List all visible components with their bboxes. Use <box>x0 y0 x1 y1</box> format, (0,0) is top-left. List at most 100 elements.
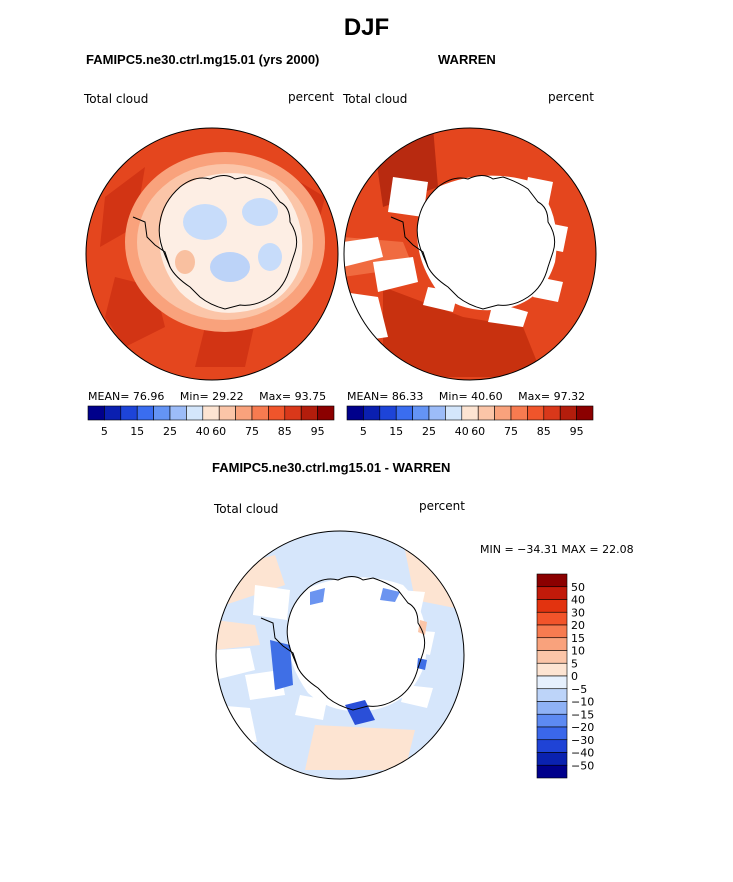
colorbar-swatch <box>536 611 568 626</box>
colorbar-label: 50 <box>571 581 585 594</box>
negative-patch <box>310 588 325 605</box>
negative-patch <box>270 640 293 690</box>
colorbar-swatch <box>346 405 364 421</box>
colorbar-swatch <box>510 405 528 421</box>
colorbar-swatch <box>268 405 286 421</box>
left-map <box>85 127 339 381</box>
right-stats: MEAN= 86.33 Min= 40.60 Max= 97.32 <box>347 390 585 403</box>
colorbar-swatch <box>445 405 463 421</box>
right-variable-label: Total cloud <box>343 92 408 106</box>
colorbar-label: −20 <box>571 721 594 734</box>
figure-title: DJF <box>343 14 390 41</box>
diff-minmax: MIN = −34.31 MAX = 22.08 <box>480 543 634 556</box>
south-america-tip <box>132 216 171 268</box>
colorbar-swatch <box>186 405 204 421</box>
max-value: 93.75 <box>294 390 327 403</box>
mean-label: MEAN= <box>88 390 130 403</box>
low-cloud-patch <box>183 204 227 240</box>
left-units-label: percent <box>288 90 334 104</box>
min-label: Min= <box>179 390 209 403</box>
colorbar-swatch <box>379 405 397 421</box>
colorbar-label: 15 <box>130 425 144 438</box>
colorbar-swatch <box>120 405 138 421</box>
colorbar-swatch <box>536 650 568 664</box>
mean-value: 76.96 <box>132 390 165 403</box>
colorbar-swatch <box>284 405 302 421</box>
dark-patch <box>195 322 255 367</box>
colorbar-swatch <box>559 405 577 421</box>
south-america-tip <box>390 216 429 268</box>
colorbar-swatch <box>536 624 568 639</box>
colorbar-label: 30 <box>571 606 585 619</box>
right-colorbar: 5 15 25 40 60 75 85 95 <box>346 405 594 438</box>
missing-data <box>344 237 383 267</box>
colorbar-label: −5 <box>571 683 587 696</box>
no-data-interior <box>417 175 557 311</box>
colorbar-swatch <box>543 405 561 421</box>
colorbar-swatch <box>536 599 568 613</box>
right-units-label: percent <box>548 90 594 104</box>
colorbar-swatch <box>536 726 568 741</box>
colorbar-label: 40 <box>455 425 469 438</box>
south-america-tip <box>260 617 299 669</box>
colorbar-swatch <box>202 405 220 421</box>
missing-data <box>388 177 428 217</box>
colorbar-swatch <box>300 405 318 421</box>
colorbar-swatch <box>536 573 568 588</box>
colorbar-swatch <box>536 637 568 651</box>
colorbar-label: 10 <box>571 645 585 658</box>
colorbar-label: 5 <box>571 657 578 670</box>
colorbar-swatch <box>536 675 568 690</box>
left-stats: MEAN= 76.96 Min= 29.22 Max= 93.75 <box>88 390 326 403</box>
diff-map <box>215 530 465 780</box>
colorbar-label: −15 <box>571 708 594 721</box>
colorbar-swatch <box>536 713 568 728</box>
colorbar-label: 25 <box>163 425 177 438</box>
antarctica-coastline <box>158 175 298 310</box>
max-label: Max= <box>259 390 292 403</box>
colorbar-label: 0 <box>571 670 578 683</box>
negative-patch <box>417 658 427 670</box>
left-panel-title: FAMIPC5.ne30.ctrl.mg15.01 (yrs 2000) <box>86 52 320 67</box>
map-border <box>343 127 597 381</box>
colorbar-label: −10 <box>571 696 594 709</box>
colorbar-swatch <box>412 405 430 421</box>
colorbar-swatch <box>136 405 154 421</box>
colorbar-label: 40 <box>571 594 585 607</box>
colorbar-swatch <box>169 405 187 421</box>
colorbar-swatch <box>461 405 479 421</box>
missing-data <box>216 648 255 680</box>
colorbar-swatch <box>363 405 381 421</box>
colorbar-swatch <box>477 405 495 421</box>
dark-patch <box>383 287 543 377</box>
low-cloud-patch <box>242 198 278 226</box>
max-label: Max= <box>518 390 551 403</box>
colorbar-label: 85 <box>278 425 292 438</box>
mean-label: MEAN= <box>347 390 389 403</box>
colorbar-swatch <box>395 405 413 421</box>
colorbar-swatch <box>87 405 105 421</box>
colorbar-swatch <box>317 405 335 421</box>
colorbar-label: 60 <box>212 425 226 438</box>
map-border <box>215 530 465 780</box>
right-map <box>343 127 597 381</box>
colorbar-label: 20 <box>571 619 585 632</box>
no-data-interior <box>287 577 427 712</box>
max-value: 97.32 <box>553 390 586 403</box>
colorbar-label: 40 <box>196 425 210 438</box>
colorbar-label: 15 <box>571 632 585 645</box>
missing-data <box>253 585 290 620</box>
right-panel-title: WARREN <box>438 52 496 67</box>
colorbar-label: 95 <box>311 425 325 438</box>
colorbar-swatch <box>536 586 568 600</box>
mean-value: 86.33 <box>391 390 424 403</box>
colorbar-swatch <box>536 701 568 715</box>
diff-units-label: percent <box>419 499 465 513</box>
antarctica-coastline <box>286 576 426 711</box>
antarctica-coastline <box>416 175 556 310</box>
colorbar-swatch <box>536 739 568 753</box>
positive-patch <box>216 620 260 650</box>
missing-data <box>373 257 418 292</box>
min-value: 40.60 <box>471 390 503 403</box>
